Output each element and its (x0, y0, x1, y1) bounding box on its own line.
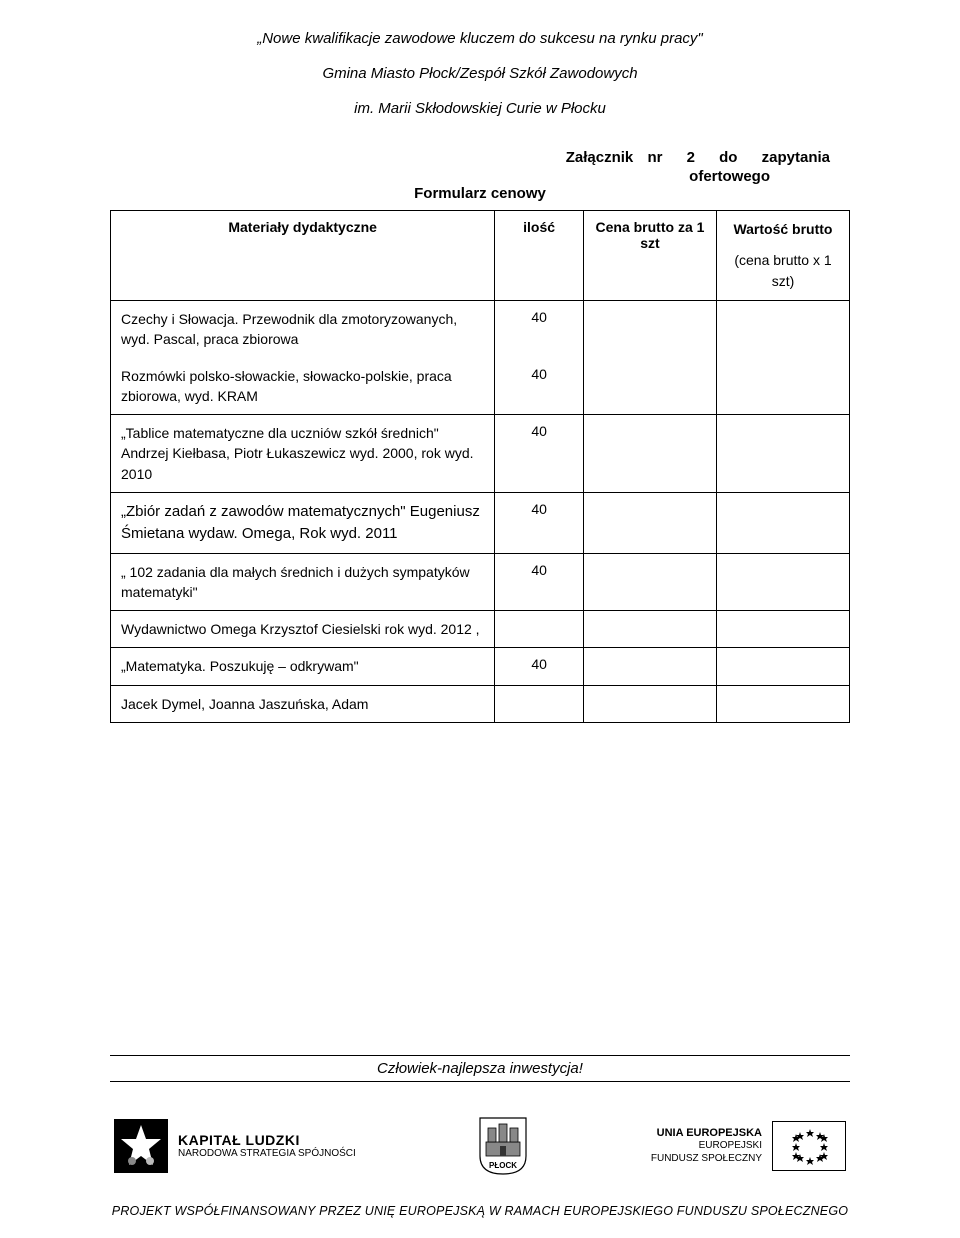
page-root: „Nowe kwalifikacje zawodowe kluczem do s… (0, 0, 960, 1238)
value-cell (716, 301, 849, 358)
attachment-ref-line1: Załącznik nr 2 do zapytania (110, 149, 850, 166)
material-cell: Rozmówki polsko-słowackie, słowacko-pols… (111, 358, 495, 415)
value-cell (716, 553, 849, 611)
material-cell: „Zbiór zadań z zawodów matematycznych" E… (111, 493, 495, 554)
school-name: im. Marii Skłodowskiej Curie w Płocku (110, 100, 850, 117)
material-cell: Czechy i Słowacja. Przewodnik dla zmotor… (111, 301, 495, 358)
price-cell (583, 301, 716, 358)
eu-label-line1: EUROPEJSKI (651, 1140, 762, 1153)
logo-row: KAPITAŁ LUDZKI NARODOWA STRATEGIA SPÓJNO… (110, 1116, 850, 1176)
logo-eu: UNIA EUROPEJSKA EUROPEJSKI FUNDUSZ SPOŁE… (651, 1121, 846, 1171)
kapital-star-icon (114, 1119, 168, 1173)
divider-line (110, 1081, 850, 1082)
price-cell (583, 685, 716, 722)
table-row: Jacek Dymel, Joanna Jaszuńska, Adam (111, 685, 850, 722)
table-row: „Matematyka. Poszukuję – odkrywam" 40 (111, 648, 850, 685)
value-cell (716, 415, 849, 493)
value-cell (716, 648, 849, 685)
qty-cell: 40 (495, 553, 584, 611)
logo-plock-coat-of-arms: PŁOCK (478, 1116, 528, 1176)
form-title: Formularz cenowy (110, 185, 850, 202)
table-row: „Tablice matematyczne dla uczniów szkół … (111, 415, 850, 493)
qty-cell: 40 (495, 358, 584, 415)
col-header-unit-price: Cena brutto za 1 szt (583, 211, 716, 301)
value-cell (716, 611, 849, 648)
material-cell: Jacek Dymel, Joanna Jaszuńska, Adam (111, 685, 495, 722)
svg-text:PŁOCK: PŁOCK (489, 1161, 517, 1170)
table-row: „Zbiór zadań z zawodów matematycznych" E… (111, 493, 850, 554)
qty-cell: 40 (495, 493, 584, 554)
value-cell (716, 358, 849, 415)
material-cell: „Tablice matematyczne dla uczniów szkół … (111, 415, 495, 493)
organization-name: Gmina Miasto Płock/Zespół Szkół Zawodowy… (110, 65, 850, 82)
col-header-value: Wartość brutto (cena brutto x 1 szt) (716, 211, 849, 301)
value-cell (716, 685, 849, 722)
price-cell (583, 611, 716, 648)
price-cell (583, 493, 716, 554)
material-cell: „ 102 zadania dla małych średnich i duży… (111, 553, 495, 611)
attachment-ref-line2: ofertowego (110, 168, 850, 185)
price-cell (583, 358, 716, 415)
qty-cell (495, 685, 584, 722)
table-row: Rozmówki polsko-słowackie, słowacko-pols… (111, 358, 850, 415)
price-cell (583, 415, 716, 493)
table-header-row: Materiały dydaktyczne ilość Cena brutto … (111, 211, 850, 301)
divider-line (110, 1055, 850, 1056)
col-header-materials: Materiały dydaktyczne (111, 211, 495, 301)
value-cell (716, 493, 849, 554)
cofinancing-statement: PROJEKT WSPÓŁFINANSOWANY PRZEZ UNIĘ EURO… (110, 1204, 850, 1218)
qty-cell (495, 611, 584, 648)
kapital-label-small: NARODOWA STRATEGIA SPÓJNOŚCI (178, 1148, 356, 1160)
footer: Człowiek-najlepsza inwestycja! KAPITAŁ L… (110, 1051, 850, 1218)
investment-slogan: Człowiek-najlepsza inwestycja! (110, 1060, 850, 1077)
table-row: „ 102 zadania dla małych średnich i duży… (111, 553, 850, 611)
logo-kapital-ludzki: KAPITAŁ LUDZKI NARODOWA STRATEGIA SPÓJNO… (114, 1119, 356, 1173)
material-cell: Wydawnictwo Omega Krzysztof Ciesielski r… (111, 611, 495, 648)
material-cell: „Matematyka. Poszukuję – odkrywam" (111, 648, 495, 685)
price-table: Materiały dydaktyczne ilość Cena brutto … (110, 210, 850, 723)
qty-cell: 40 (495, 301, 584, 358)
price-cell (583, 553, 716, 611)
kapital-label-big: KAPITAŁ LUDZKI (178, 1132, 356, 1148)
eu-label-line2: FUNDUSZ SPOŁECZNY (651, 1153, 762, 1166)
eu-flag-icon (772, 1121, 846, 1171)
table-row: Czechy i Słowacja. Przewodnik dla zmotor… (111, 301, 850, 358)
price-cell (583, 648, 716, 685)
qty-cell: 40 (495, 648, 584, 685)
eu-label-big: UNIA EUROPEJSKA (651, 1127, 762, 1141)
qty-cell: 40 (495, 415, 584, 493)
table-row: Wydawnictwo Omega Krzysztof Ciesielski r… (111, 611, 850, 648)
col-header-qty: ilość (495, 211, 584, 301)
project-title: „Nowe kwalifikacje zawodowe kluczem do s… (110, 30, 850, 47)
